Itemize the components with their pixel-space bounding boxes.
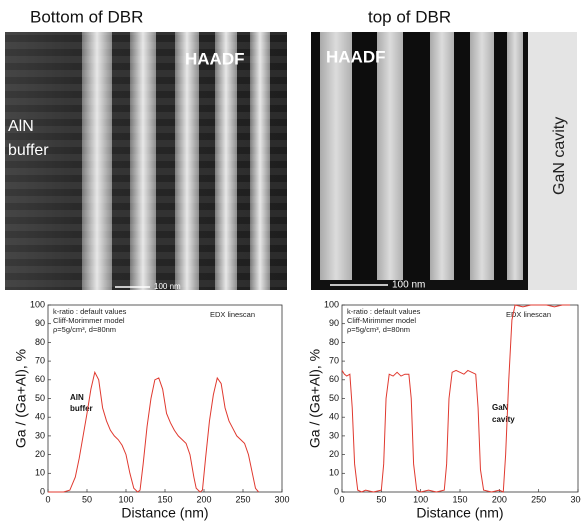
annotation: Cliff-Morimmer model xyxy=(53,316,125,325)
x-tick-label: 0 xyxy=(45,494,50,504)
y-tick-label: 60 xyxy=(329,374,339,384)
x-tick-label: 250 xyxy=(531,494,546,504)
annotation: k-ratio : default values xyxy=(53,307,127,316)
scale-bar-label: 100 nm xyxy=(154,282,181,291)
x-tick-label: 150 xyxy=(452,494,467,504)
y-tick-label: 30 xyxy=(35,430,45,440)
image-label: buffer xyxy=(8,142,49,159)
y-tick-label: 30 xyxy=(329,430,339,440)
y-tick-label: 0 xyxy=(334,486,339,496)
y-tick-label: 80 xyxy=(35,337,45,347)
image-title: Bottom of DBR xyxy=(30,7,143,26)
y-tick-label: 100 xyxy=(324,299,339,309)
barrier-stripe xyxy=(470,32,494,290)
y-tick-label: 50 xyxy=(35,393,45,403)
y-tick-label: 20 xyxy=(35,449,45,459)
barrier-stripe xyxy=(507,32,523,290)
image-label: GaN cavity xyxy=(551,117,568,195)
annotation: ρ=5g/cm³, d=80nm xyxy=(53,325,116,334)
annotation: EDX linescan xyxy=(210,310,255,319)
cavity-region xyxy=(528,32,577,290)
x-tick-label: 0 xyxy=(339,494,344,504)
y-axis-label: Ga / (Ga+Al), % xyxy=(307,349,323,448)
y-tick-label: 50 xyxy=(329,393,339,403)
scale-strip xyxy=(311,280,528,290)
banding xyxy=(5,32,287,290)
y-tick-label: 80 xyxy=(329,337,339,347)
image-label: HAADF xyxy=(326,47,386,66)
y-tick-label: 70 xyxy=(329,355,339,365)
y-tick-label: 10 xyxy=(35,468,45,478)
region-label: buffer xyxy=(70,404,93,413)
data-line xyxy=(48,370,259,493)
x-tick-label: 300 xyxy=(570,494,581,504)
y-tick-label: 40 xyxy=(35,412,45,422)
y-tick-label: 40 xyxy=(329,412,339,422)
x-tick-label: 300 xyxy=(274,494,289,504)
barrier-stripe xyxy=(430,32,454,290)
y-tick-label: 70 xyxy=(35,355,45,365)
annotation: EDX linescan xyxy=(506,310,551,319)
annotation: ρ=5g/cm³, d=80nm xyxy=(347,325,410,334)
y-tick-label: 100 xyxy=(30,299,45,309)
region-label: AlN xyxy=(70,393,84,402)
y-tick-label: 20 xyxy=(329,449,339,459)
image-title: top of DBR xyxy=(368,7,451,26)
y-tick-label: 60 xyxy=(35,374,45,384)
x-axis-label: Distance (nm) xyxy=(416,505,503,521)
x-axis-label: Distance (nm) xyxy=(121,505,208,521)
image-label: AlN xyxy=(8,118,34,135)
x-tick-label: 50 xyxy=(376,494,386,504)
scale-bar-label: 100 nm xyxy=(392,280,425,291)
x-tick-label: 100 xyxy=(413,494,428,504)
y-axis-label: Ga / (Ga+Al), % xyxy=(13,349,29,448)
annotation: k-ratio : default values xyxy=(347,307,421,316)
x-tick-label: 200 xyxy=(492,494,507,504)
x-tick-label: 150 xyxy=(157,494,172,504)
x-tick-label: 250 xyxy=(235,494,250,504)
x-tick-label: 200 xyxy=(196,494,211,504)
y-tick-label: 0 xyxy=(40,486,45,496)
haadf-image: HAADF GaN cavity 100 nm xyxy=(311,32,577,291)
y-tick-label: 90 xyxy=(329,318,339,328)
image-label: HAADF xyxy=(185,49,245,68)
data-line xyxy=(341,304,571,493)
x-tick-label: 50 xyxy=(82,494,92,504)
barrier-stripe xyxy=(377,32,403,290)
x-tick-label: 100 xyxy=(118,494,133,504)
y-tick-label: 10 xyxy=(329,468,339,478)
region-label: GaN xyxy=(492,403,509,412)
region-label: cavity xyxy=(492,415,515,424)
haadf-image: HAADF AlN buffer 100 nm xyxy=(5,32,287,291)
annotation: Cliff-Mirimmer model xyxy=(347,316,416,325)
y-tick-label: 90 xyxy=(35,318,45,328)
barrier-stripe xyxy=(320,32,352,290)
